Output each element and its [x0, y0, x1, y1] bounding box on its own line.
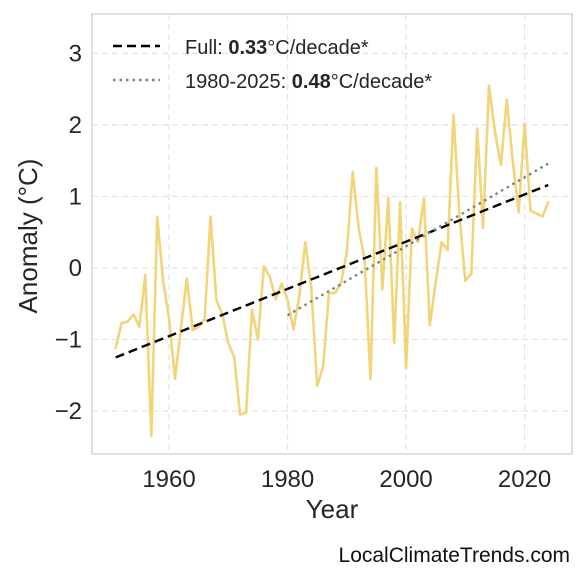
legend-full-suffix: °C/decade* — [267, 37, 369, 59]
plot-frame — [91, 13, 573, 455]
credit-watermark: LocalClimateTrends.com — [338, 544, 570, 567]
legend-label-1980-2025: 1980-2025: 0.48°C/decade* — [185, 71, 432, 93]
trend-line-full — [115, 183, 549, 359]
y-axis-title: Anomaly (°C) — [13, 159, 43, 314]
y-tick-label: 3 — [69, 40, 82, 67]
y-tick-labels: −2 −1 0 1 2 3 — [55, 40, 82, 425]
y-tick-label: 1 — [69, 183, 82, 210]
legend-full-prefix: Full: — [185, 37, 228, 59]
legend-recent-value: 0.48 — [292, 71, 331, 93]
x-tick-label: 1980 — [261, 466, 314, 493]
legend-recent-suffix: °C/decade* — [331, 71, 433, 93]
y-tick-label: 0 — [69, 255, 82, 282]
legend-full-value: 0.33 — [228, 37, 267, 59]
legend: Full: 0.33°C/decade* 1980-2025: 0.48°C/d… — [113, 37, 432, 93]
legend-recent-prefix: 1980-2025: — [185, 71, 292, 93]
x-tick-label: 2020 — [498, 466, 551, 493]
legend-label-full: Full: 0.33°C/decade* — [185, 37, 369, 59]
x-axis-title: Year — [306, 494, 359, 524]
series-line — [114, 84, 550, 438]
y-tick-label: −2 — [55, 398, 82, 425]
trend-line-1980-2025 — [286, 162, 549, 317]
x-tick-labels: 1960 1980 2000 2020 — [142, 466, 551, 493]
x-tick-label: 2000 — [379, 466, 432, 493]
y-tick-label: 2 — [69, 112, 82, 139]
y-tick-label: −1 — [55, 327, 82, 354]
x-tick-label: 1960 — [142, 466, 195, 493]
